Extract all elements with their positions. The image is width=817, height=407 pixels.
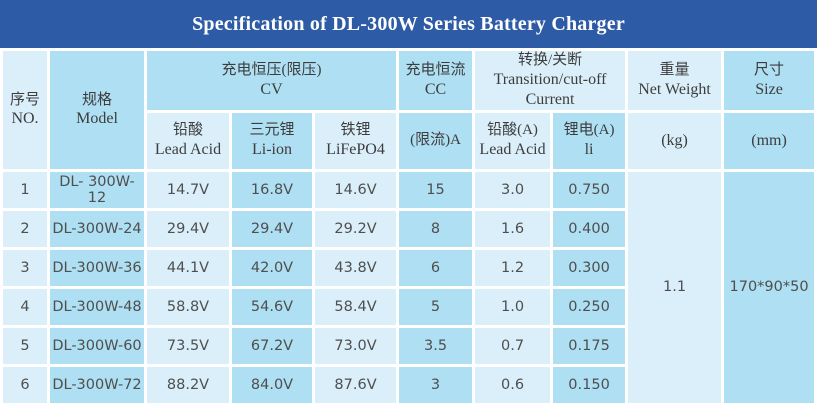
- cell-cutoff-lead: 0.6: [475, 366, 551, 403]
- cell-cv-lead-acid: 29.4V: [147, 210, 229, 247]
- cell-net-weight-merged: 1.1: [628, 171, 722, 403]
- cell-cv-lifepo4: 43.8V: [315, 249, 397, 286]
- cell-cutoff-li: 0.400: [553, 210, 626, 247]
- cell-cutoff-li: 0.250: [553, 288, 626, 325]
- cell-cc: 3: [399, 366, 473, 403]
- cell-cc: 15: [399, 171, 473, 208]
- cell-model: DL-300W-60: [50, 327, 144, 364]
- col-header-kg-unit: (kg): [628, 112, 722, 169]
- cell-model: DL-300W-48: [50, 288, 144, 325]
- cell-cv-li-ion: 54.6V: [232, 288, 312, 325]
- cell-model: DL-300W-36: [50, 249, 144, 286]
- col-header-net-weight: 重量 Net Weight: [628, 51, 722, 110]
- col-header-cutoff-lead-acid: 铅酸(A) Lead Acid: [475, 112, 551, 169]
- cell-model: DL-300W-72: [50, 366, 144, 403]
- cell-no: 4: [3, 288, 47, 325]
- spec-table: 序号 NO. 规格 Model 充电恒压(限压) CV 充电恒流 CC 转换/关…: [0, 48, 817, 406]
- col-header-size: 尺寸 Size: [724, 51, 815, 110]
- cell-cv-lifepo4: 14.6V: [315, 171, 397, 208]
- cell-cutoff-li: 0.750: [553, 171, 626, 208]
- cell-cv-lifepo4: 29.2V: [315, 210, 397, 247]
- table-row-4: 4 DL-300W-48 58.8V 54.6V 58.4V 5 1.0 0.2…: [3, 288, 814, 325]
- cell-cv-lead-acid: 14.7V: [147, 171, 229, 208]
- cell-model: DL- 300W-12: [50, 171, 144, 208]
- cell-cv-li-ion: 67.2V: [232, 327, 312, 364]
- col-group-header-transition: 转换/关断 Transition/cut-off Current: [475, 51, 626, 110]
- cell-cutoff-li: 0.150: [553, 366, 626, 403]
- cell-cutoff-lead: 1.0: [475, 288, 551, 325]
- cell-cv-li-ion: 84.0V: [232, 366, 312, 403]
- col-header-model: 规格 Model: [50, 51, 144, 169]
- cell-cv-li-ion: 29.4V: [232, 210, 312, 247]
- page-title: Specification of DL-300W Series Battery …: [192, 12, 625, 35]
- table-row-6: 6 DL-300W-72 88.2V 84.0V 87.6V 3 0.6 0.1…: [3, 366, 814, 403]
- col-group-header-cc: 充电恒流 CC: [399, 51, 473, 110]
- cell-cv-li-ion: 16.8V: [232, 171, 312, 208]
- cell-cc: 3.5: [399, 327, 473, 364]
- cell-cutoff-li: 0.300: [553, 249, 626, 286]
- cell-cv-lifepo4: 73.0V: [315, 327, 397, 364]
- cell-cutoff-lead: 0.7: [475, 327, 551, 364]
- col-header-cv-li-ion: 三元锂 Li-ion: [232, 112, 312, 169]
- col-header-mm-unit: (mm): [724, 112, 815, 169]
- cell-cv-lifepo4: 58.4V: [315, 288, 397, 325]
- table-row-3: 3 DL-300W-36 44.1V 42.0V 43.8V 6 1.2 0.3…: [3, 249, 814, 286]
- cell-cv-lifepo4: 87.6V: [315, 366, 397, 403]
- cell-cutoff-li: 0.175: [553, 327, 626, 364]
- cell-cc: 6: [399, 249, 473, 286]
- title-bar: Specification of DL-300W Series Battery …: [0, 0, 817, 48]
- cell-cc: 5: [399, 288, 473, 325]
- col-header-cv-lifepo4: 铁锂 LiFePO4: [315, 112, 397, 169]
- table-row-5: 5 DL-300W-60 73.5V 67.2V 73.0V 3.5 0.7 0…: [3, 327, 814, 364]
- col-header-no: 序号 NO.: [3, 51, 47, 169]
- cell-cc: 8: [399, 210, 473, 247]
- cell-size-merged: 170*90*50: [724, 171, 815, 403]
- cell-cv-lead-acid: 44.1V: [147, 249, 229, 286]
- cell-no: 6: [3, 366, 47, 403]
- cell-cutoff-lead: 1.6: [475, 210, 551, 247]
- cell-cv-lead-acid: 58.8V: [147, 288, 229, 325]
- col-header-cv-lead-acid: 铅酸 Lead Acid: [147, 112, 229, 169]
- cell-no: 1: [3, 171, 47, 208]
- table-row-1: 1 DL- 300W-12 14.7V 16.8V 14.6V 15 3.0 0…: [3, 171, 815, 403]
- col-header-cutoff-li: 锂电(A) li: [553, 112, 626, 169]
- table-row-2: 2 DL-300W-24 29.4V 29.4V 29.2V 8 1.6 0.4…: [3, 210, 814, 247]
- col-header-cc-limit: (限流)A: [399, 112, 473, 169]
- cell-cutoff-lead: 3.0: [475, 171, 551, 208]
- cell-no: 2: [3, 210, 47, 247]
- cell-no: 3: [3, 249, 47, 286]
- cell-cutoff-lead: 1.2: [475, 249, 551, 286]
- cell-model: DL-300W-24: [50, 210, 144, 247]
- cell-no: 5: [3, 327, 47, 364]
- cell-cv-li-ion: 42.0V: [232, 249, 312, 286]
- cell-cv-lead-acid: 73.5V: [147, 327, 229, 364]
- col-group-header-cv: 充电恒压(限压) CV: [147, 51, 397, 110]
- cell-cv-lead-acid: 88.2V: [147, 366, 229, 403]
